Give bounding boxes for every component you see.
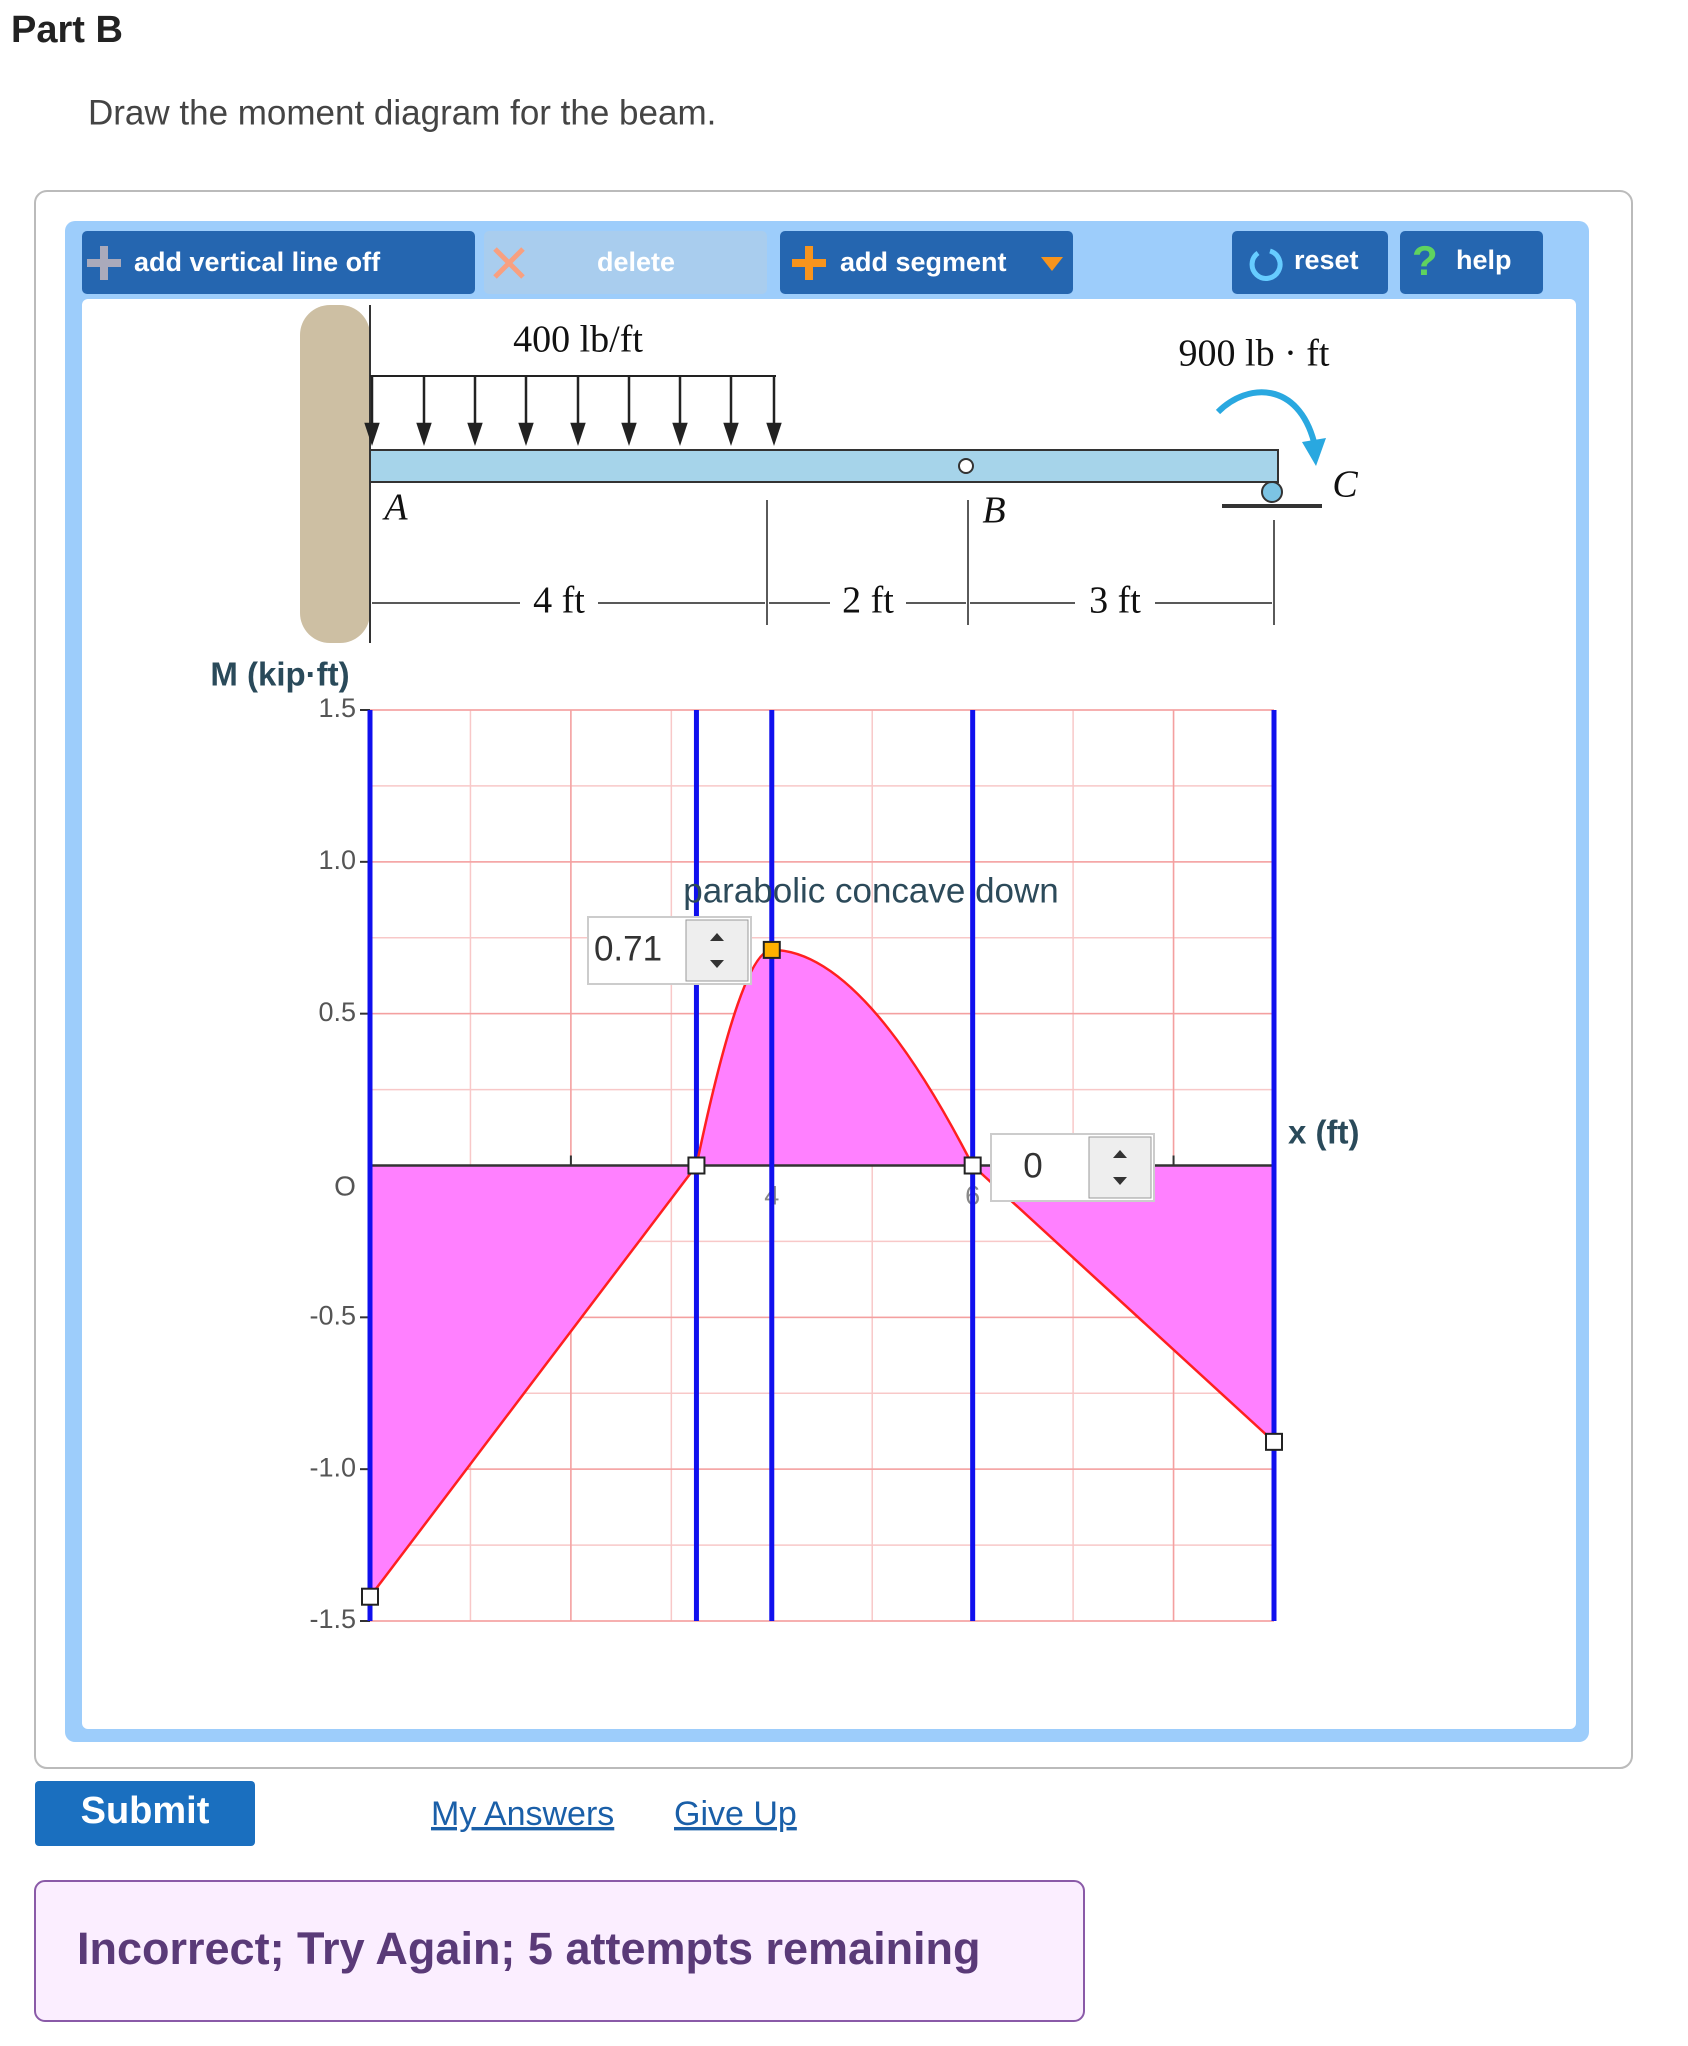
annotation: parabolic concave down (683, 871, 1059, 910)
y-tick-label: -1.0 (309, 1452, 356, 1482)
span-label: 3 ft (1089, 580, 1141, 622)
point-label: A (381, 487, 408, 529)
point-handle (687, 1156, 706, 1175)
peak-input[interactable]: 0.71 (587, 916, 752, 985)
button-label: add vertical line off (134, 247, 381, 277)
give-up-link[interactable]: Give Up (674, 1795, 797, 1833)
y-tick-label: 1.0 (318, 845, 356, 875)
submit-button[interactable]: Submit (35, 1781, 255, 1846)
load-label: 400 lb/ft (513, 319, 643, 361)
prompt: Draw the moment diagram for the beam. (88, 93, 716, 132)
button-label: Submit (81, 1790, 210, 1832)
point-handle (361, 1587, 379, 1606)
button-label: reset (1294, 245, 1359, 275)
feedback: Incorrect; Try Again; 5 attempts remaini… (77, 1923, 981, 1974)
point-label: C (1332, 464, 1358, 506)
y-tick-label: 0.5 (318, 997, 356, 1027)
y-axis-label: M (kip·ft) (210, 656, 349, 693)
delete-button[interactable]: delete (484, 231, 767, 294)
reset-button[interactable]: reset (1232, 231, 1388, 294)
help-button[interactable]: ? help (1400, 231, 1543, 294)
point-handle (762, 940, 781, 959)
beam-figure: 400 lb/ft 900 lb · ft A B C 4 ft 2 ft 3 … (300, 305, 1358, 643)
point-input[interactable]: 0 (990, 1133, 1155, 1202)
input-value: 0 (1023, 1146, 1042, 1185)
moment-label: 900 lb · ft (1179, 333, 1330, 375)
feedback-box (34, 1880, 1085, 2022)
part-title: Part B (11, 9, 123, 51)
my-answers-link[interactable]: My Answers (431, 1795, 614, 1833)
button-label: help (1456, 245, 1512, 275)
point-handle (963, 1156, 982, 1175)
origin-label: O (334, 1170, 356, 1201)
button-label: add segment (840, 247, 1007, 277)
y-tick-label: -1.5 (309, 1604, 356, 1634)
button-label: delete (597, 247, 675, 277)
point-handle (1265, 1432, 1283, 1451)
x-axis-label: x (ft) (1288, 1114, 1359, 1151)
input-value: 0.71 (594, 929, 662, 968)
add-segment-button[interactable]: add segment (780, 231, 1073, 294)
moment-chart: 1.51.00.5-0.5-1.0-1.52468 (309, 693, 1283, 1634)
add-vertical-line-button[interactable]: add vertical line off (82, 231, 475, 294)
span-label: 4 ft (533, 580, 585, 622)
span-label: 2 ft (842, 580, 894, 622)
help-icon: ? (1412, 237, 1438, 284)
moment-area (370, 949, 1274, 1597)
y-tick-label: 1.5 (318, 693, 356, 723)
y-tick-label: -0.5 (309, 1300, 356, 1330)
point-label: B (982, 490, 1005, 532)
